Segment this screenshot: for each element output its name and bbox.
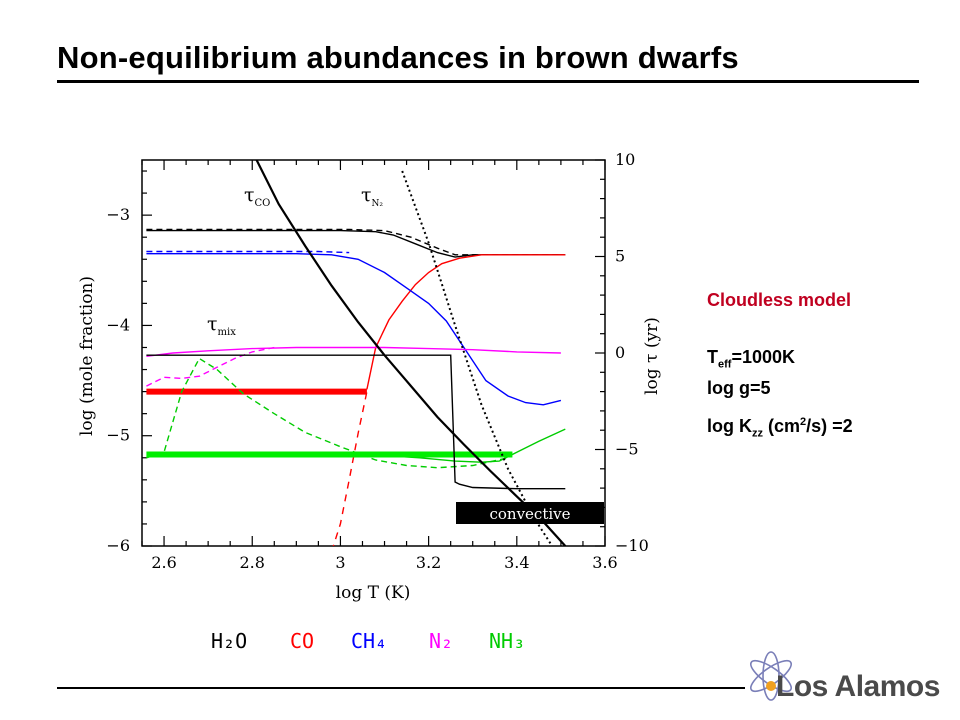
legend-h2o: H₂O — [211, 629, 247, 653]
y-left-tick-label: −3 — [106, 205, 130, 224]
x-tick-label: 2.6 — [151, 553, 176, 572]
convective-label: convective — [489, 505, 570, 523]
series-line-14 — [401, 170, 553, 546]
y-left-tick-label: −6 — [106, 536, 130, 555]
legend-n2: N₂ — [429, 629, 453, 653]
series-line-5 — [146, 252, 562, 406]
series-line-13 — [255, 160, 567, 546]
y-left-tick-label: −4 — [106, 315, 130, 334]
series-line-12 — [146, 354, 566, 490]
convective-zone — [456, 502, 604, 524]
y-right-tick-label: 0 — [615, 343, 625, 362]
plot-frame — [141, 159, 606, 547]
y-right-tick-label: −5 — [615, 440, 639, 459]
tau-co-label: τCO — [244, 184, 270, 209]
slide-title: Non-equilibrium abundances in brown dwar… — [57, 40, 739, 75]
logo-wordmark: Los Alamos — [776, 670, 940, 703]
footer-rule — [57, 687, 745, 689]
legend-co: CO — [290, 629, 314, 653]
x-tick-label: 3 — [335, 553, 345, 572]
title-underline — [57, 80, 919, 83]
tau-mix-label: τmix — [207, 313, 236, 338]
x-tick-label: 3.6 — [592, 553, 617, 572]
logg-label: log g=5 — [707, 378, 771, 398]
legend-ch4: CH₄ — [351, 629, 387, 653]
chart-legend: H₂O CO CH₄ N₂ NH₃ — [211, 629, 525, 653]
teff-label: Teff=1000K — [707, 347, 796, 371]
x-tick-label: 3.4 — [504, 553, 529, 572]
y-left-tick-label: −5 — [106, 426, 130, 445]
y-right-tick-label: 10 — [615, 150, 635, 169]
series-line-7 — [146, 346, 561, 357]
series-line-3 — [332, 391, 368, 546]
series-line-8 — [146, 346, 275, 387]
series-line-6 — [146, 250, 350, 254]
y-left-axis-label: log (mole fraction) — [77, 276, 97, 436]
x-tick-label: 2.8 — [240, 553, 265, 572]
series-line-2 — [366, 254, 566, 390]
series-line-10 — [146, 357, 509, 469]
model-label: Cloudless model — [707, 290, 852, 310]
legend-nh3: NH₃ — [489, 629, 525, 653]
x-axis-label: log T (K) — [336, 583, 411, 603]
los-alamos-logo-icon — [750, 651, 792, 701]
tau-n2-label: τN₂ — [361, 184, 383, 209]
y-right-axis-label: log τ (yr) — [642, 317, 662, 395]
kzz-label: log Kzz (cm2/s) =2 — [707, 416, 853, 440]
y-right-tick-label: −10 — [615, 536, 649, 555]
y-right-tick-label: 5 — [615, 247, 625, 266]
x-tick-label: 3.2 — [416, 553, 441, 572]
